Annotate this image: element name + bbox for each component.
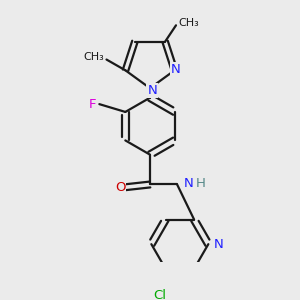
Text: F: F [89, 98, 96, 111]
Text: Cl: Cl [154, 290, 167, 300]
Text: N: N [171, 63, 181, 76]
Text: CH₃: CH₃ [83, 52, 104, 62]
Text: H: H [196, 177, 206, 190]
Text: N: N [147, 84, 157, 97]
Text: N: N [214, 238, 224, 251]
Text: O: O [115, 181, 125, 194]
Text: N: N [184, 177, 194, 190]
Text: CH₃: CH₃ [179, 18, 200, 28]
